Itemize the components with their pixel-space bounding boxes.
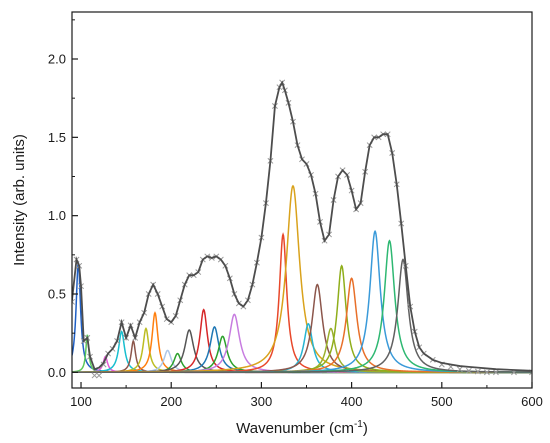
- x-axis-title-end: ): [363, 420, 368, 437]
- measured-data-series: [72, 79, 532, 379]
- x-axis: 100 200 300 400 500 600: [70, 382, 543, 409]
- cumulative-fit-series: [72, 80, 532, 372]
- y-tick-label: 1.0: [48, 208, 66, 223]
- measured-point: [91, 372, 98, 379]
- component-curve-7: [72, 311, 532, 374]
- y-axis-title: Intensity (arb. units): [11, 134, 28, 266]
- x-tick-label: 100: [70, 394, 92, 409]
- measured-point: [96, 372, 103, 379]
- measured-point: [72, 298, 75, 305]
- measured-point: [483, 369, 490, 376]
- y-tick-label: 1.5: [48, 130, 66, 145]
- measured-point: [465, 367, 472, 374]
- y-tick-label: 2.0: [48, 52, 66, 67]
- component-curve-16: [72, 184, 532, 373]
- y-tick-label: 0.0: [48, 365, 66, 380]
- measured-point: [492, 369, 499, 376]
- measured-point: [474, 368, 481, 375]
- x-tick-label: 300: [251, 394, 273, 409]
- component-curve-24: [72, 258, 532, 374]
- x-axis-title-superscript: -1: [354, 419, 363, 430]
- x-axis-title: Wavenumber (cm-1): [236, 419, 368, 437]
- x-tick-label: 200: [160, 394, 182, 409]
- cumulative-fit-line: [72, 80, 532, 372]
- x-tick-label: 600: [521, 394, 543, 409]
- measured-point: [456, 366, 463, 373]
- plot-frame: [71, 11, 533, 389]
- measured-point: [100, 361, 107, 368]
- y-axis: 0.0 0.5 1.0 1.5 2.0: [48, 19, 78, 380]
- y-tick-label: 0.5: [48, 287, 66, 302]
- plot-area: [72, 79, 532, 379]
- x-axis-title-main: Wavenumber (cm: [236, 420, 354, 437]
- fitted-component-curves: [72, 184, 532, 374]
- x-tick-label: 500: [431, 394, 453, 409]
- x-tick-label: 400: [341, 394, 363, 409]
